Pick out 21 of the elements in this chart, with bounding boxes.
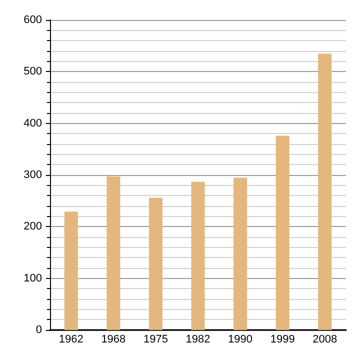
x-tick-label: 1975 [143, 334, 168, 346]
x-tick-label: 1982 [186, 334, 210, 346]
y-tick-label: 100 [24, 272, 42, 284]
bar [234, 178, 248, 330]
y-tick-label: 300 [24, 169, 42, 181]
bar [276, 136, 290, 330]
bar [64, 212, 78, 330]
x-tick-label: 1990 [228, 334, 253, 346]
bar [191, 182, 205, 330]
y-tick-label: 400 [24, 117, 42, 130]
y-tick-label: 500 [24, 66, 42, 78]
x-tick-label: 2008 [312, 334, 338, 346]
y-tick-label: 200 [24, 220, 42, 233]
bar [318, 54, 332, 330]
y-tick-label: 0 [36, 324, 42, 336]
x-tick-label: 1999 [270, 334, 295, 346]
bar [106, 176, 120, 330]
y-tick-label: 600 [24, 14, 42, 26]
x-tick-label: 1962 [58, 334, 84, 346]
x-tick-label: 1968 [101, 334, 126, 346]
bar [148, 198, 162, 330]
